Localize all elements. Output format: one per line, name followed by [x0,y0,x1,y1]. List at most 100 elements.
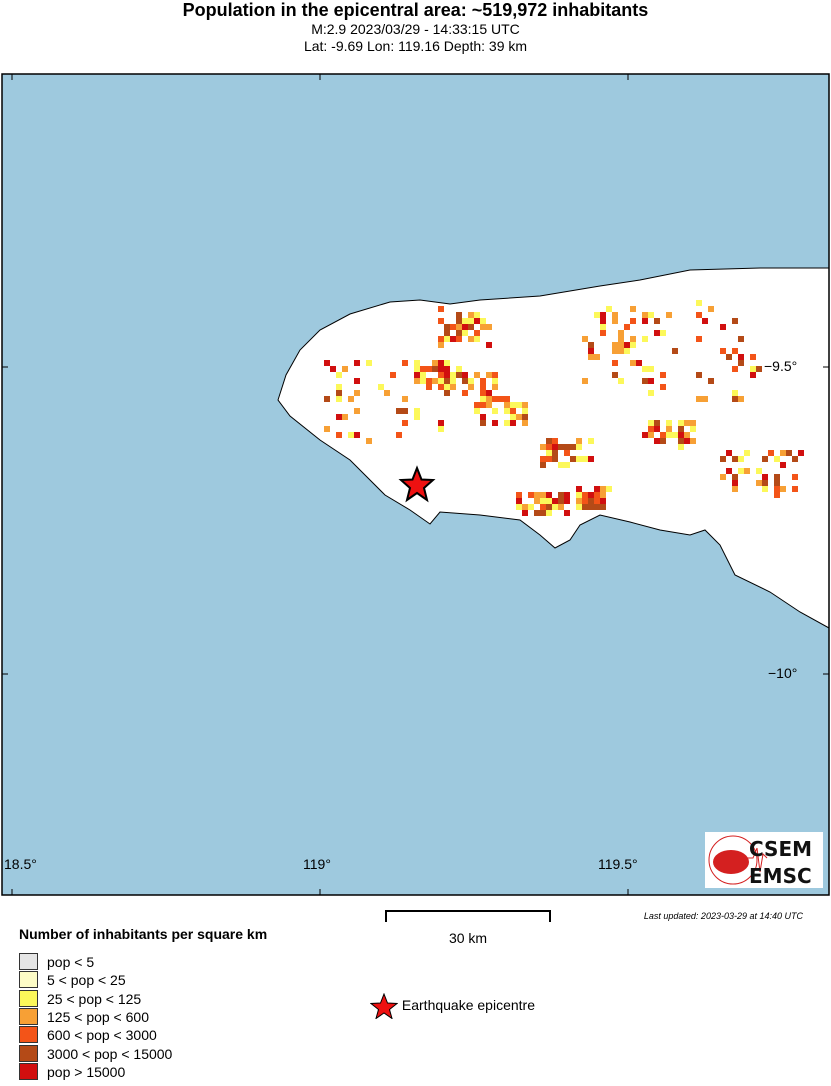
legend-epicentre-label: Earthquake epicentre [401,996,535,1013]
population-cell [540,462,546,468]
population-cell [522,402,528,408]
population-cell [612,342,618,348]
population-cell [756,480,762,486]
scale-bar [385,910,551,922]
population-cell [516,414,522,420]
population-cell [690,438,696,444]
legend-item: 5 < pop < 25 [19,971,126,989]
population-cell [510,420,516,426]
legend-swatch [19,971,38,989]
population-cell [456,330,462,336]
population-cell [558,504,564,510]
population-cell [354,390,360,396]
population-cell [444,390,450,396]
population-cell [414,366,420,372]
population-cell [642,366,648,372]
population-cell [510,408,516,414]
population-cell [540,492,546,498]
population-cell [648,420,654,426]
population-cell [456,366,462,372]
population-cell [780,462,786,468]
population-cell [504,408,510,414]
population-cell [540,498,546,504]
population-cell [648,312,654,318]
scale-bar-label: 30 km [448,930,488,946]
population-cell [606,306,612,312]
population-cell [660,438,666,444]
population-cell [786,450,792,456]
population-cell [612,318,618,324]
event-info: M:2.9 2023/03/29 - 14:33:15 UTC [311,21,520,37]
population-cell [774,486,780,492]
population-cell [738,456,744,462]
population-cell [582,504,588,510]
population-cell [750,354,756,360]
population-cell [438,426,444,432]
lon-tick-118-5: 18.5° [4,856,37,872]
population-cell [612,348,618,354]
population-cell [402,420,408,426]
population-cell [336,432,342,438]
population-cell [570,456,576,462]
population-cell [564,498,570,504]
lon-tick-119: 119° [303,856,331,872]
map-title: Population in the epicentral area: ~519,… [182,0,649,20]
legend-item: 600 < pop < 3000 [19,1026,157,1044]
population-cell [558,492,564,498]
population-cell [540,510,546,516]
population-cell [438,318,444,324]
population-cell [618,348,624,354]
population-cell [492,396,498,402]
population-cell [738,354,744,360]
population-cell [576,438,582,444]
population-cell [600,318,606,324]
population-cell [366,438,372,444]
population-cell [480,324,486,330]
legend-title: Number of inhabitants per square km [19,926,268,942]
population-cell [336,390,342,396]
population-cell [516,492,522,498]
population-cell [474,402,480,408]
population-cell [474,312,480,318]
population-cell [438,366,444,372]
population-cell [468,312,474,318]
population-cell [324,396,330,402]
population-cell [462,318,468,324]
population-cell [432,360,438,366]
csem-emsc-logo: CSEM EMSC [705,832,823,888]
population-cell [720,348,726,354]
legend-label: pop > 15000 [47,1063,126,1080]
population-cell [618,378,624,384]
population-cell [600,486,606,492]
population-cell [552,504,558,510]
legend-label: 600 < pop < 3000 [47,1027,157,1044]
lat-tick-10: −10° [768,665,798,681]
population-cell [600,324,606,330]
population-cell [564,450,570,456]
population-cell [660,432,666,438]
population-cell [732,486,738,492]
population-cell [354,432,360,438]
population-cell [468,318,474,324]
population-cell [564,492,570,498]
population-cell [438,342,444,348]
population-cell [342,366,348,372]
population-cell [630,318,636,324]
population-cell [702,396,708,402]
population-cell [624,342,630,348]
population-cell [696,312,702,318]
legend-label: 125 < pop < 600 [47,1008,149,1025]
population-cell [324,360,330,366]
population-cell [486,390,492,396]
event-location: Lat: -9.69 Lon: 119.16 Depth: 39 km [303,38,528,54]
population-cell [438,384,444,390]
population-cell [726,450,732,456]
population-cell [480,402,486,408]
legend-swatch [19,1044,38,1062]
population-cell [444,324,450,330]
population-cell [444,330,450,336]
population-cell [594,492,600,498]
population-cell [444,366,450,372]
population-cell [480,378,486,384]
population-cell [762,480,768,486]
